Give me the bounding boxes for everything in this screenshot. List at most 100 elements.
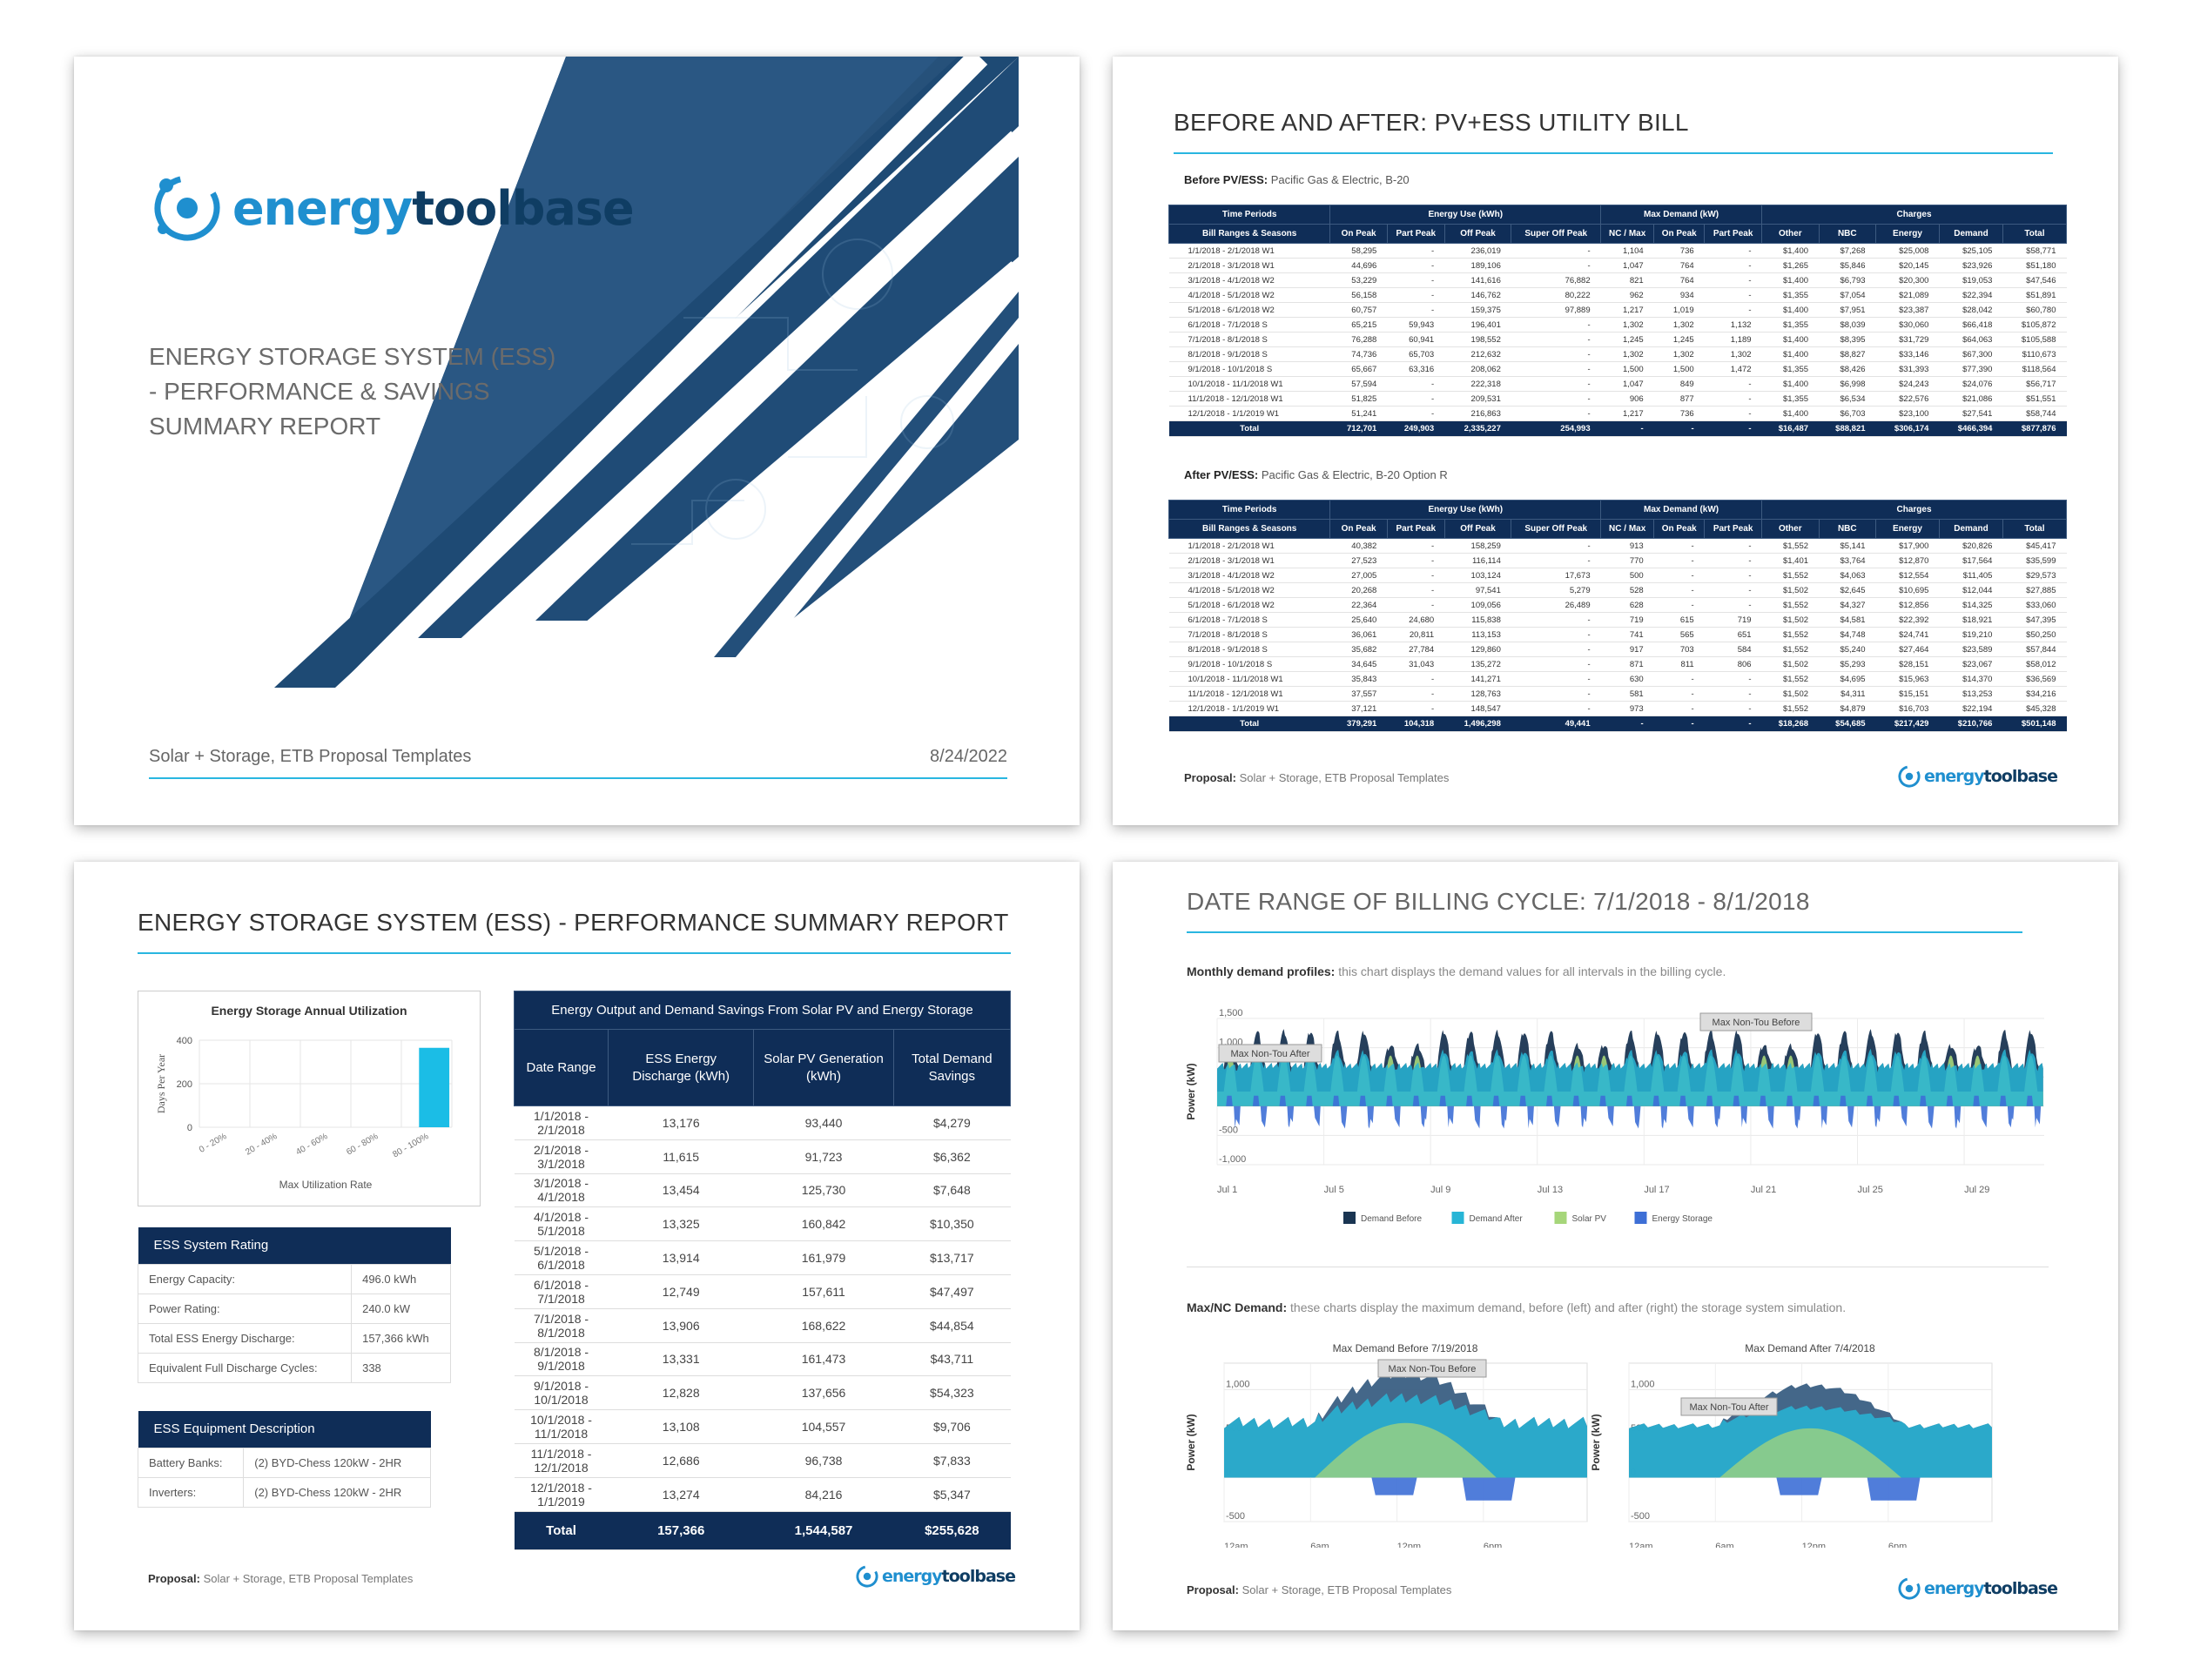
table-cell: $1,552 — [1761, 642, 1820, 657]
table-row: 2/1/2018 - 3/1/2018 W1 44,696-189,106-1,0… — [1168, 258, 2067, 273]
table-cell: $1,400 — [1761, 272, 1820, 288]
table-cell: - — [1387, 272, 1445, 288]
row-label: Energy Capacity: — [137, 1263, 353, 1294]
annotation-box — [1377, 1359, 1487, 1378]
page-title: BEFORE AND AFTER: PV+ESS UTILITY BILL — [1174, 109, 2053, 154]
table-cell: $57,844 — [2002, 642, 2067, 657]
table-cell: 26,489 — [1511, 597, 1601, 613]
y-tick-label: 1,500 — [1219, 1008, 1243, 1018]
table-cell: $1,502 — [1761, 582, 1820, 598]
table-cell: 7/1/2018 - 8/1/2018 — [514, 1308, 609, 1343]
cover-proposal-name: Solar + Storage, ETB Proposal Templates — [149, 747, 472, 766]
table-cell: $50,250 — [2002, 627, 2067, 642]
row-label: Equivalent Full Discharge Cycles: — [137, 1352, 353, 1383]
table-cell: $6,998 — [1819, 376, 1876, 392]
table-cell: 56,158 — [1329, 287, 1388, 303]
table-cell: 84,216 — [753, 1477, 894, 1512]
table-cell: $25,105 — [1939, 243, 2003, 259]
column-header: Total — [2002, 519, 2068, 539]
table-cell: 581 — [1600, 686, 1654, 702]
table-cell: 8/1/2018 - 9/1/2018 S — [1168, 346, 1330, 362]
table-cell: 906 — [1600, 391, 1654, 407]
table-cell: 37,121 — [1329, 701, 1388, 716]
total-cell: - — [1653, 716, 1705, 732]
group-header: Max Demand (kW) — [1600, 500, 1763, 520]
x-tick-label: 12pm — [1802, 1542, 1827, 1548]
table-cell: 141,616 — [1444, 272, 1511, 288]
table-cell: 12/1/2018 - 1/1/2019 W1 — [1168, 406, 1330, 421]
table-cell: 6/1/2018 - 7/1/2018 S — [1168, 612, 1330, 628]
total-cell: - — [1653, 420, 1705, 437]
table-cell: 6/1/2018 - 7/1/2018 — [514, 1274, 609, 1309]
table-cell: 80,222 — [1511, 287, 1601, 303]
table-cell: $1,355 — [1761, 391, 1820, 407]
table-cell: 1,217 — [1600, 406, 1654, 421]
group-header: Time Periods — [1168, 205, 1331, 225]
table-cell: $17,900 — [1875, 538, 1940, 554]
column-header: On Peak — [1653, 224, 1706, 244]
legend-swatch — [1554, 1212, 1567, 1224]
table-cell: 13,108 — [608, 1409, 754, 1444]
table-cell: 849 — [1653, 376, 1705, 392]
column-header: Total Demand Savings — [892, 1029, 1012, 1106]
table-cell: - — [1704, 302, 1762, 318]
table-cell: $33,060 — [2002, 597, 2067, 613]
table-cell: 9/1/2018 - 10/1/2018 S — [1168, 361, 1330, 377]
column-header: NBC — [1818, 224, 1877, 244]
y-axis-label: Days Per Year — [155, 1054, 167, 1113]
column-header: On Peak — [1329, 224, 1388, 244]
table-cell: $60,780 — [2002, 302, 2067, 318]
group-header: Energy Use (kWh) — [1329, 205, 1602, 225]
table-cell: - — [1704, 553, 1762, 568]
table-cell: $21,086 — [1939, 391, 2003, 407]
x-tick-label: Jul 29 — [1964, 1185, 1989, 1195]
table-cell: 96,738 — [753, 1443, 894, 1478]
x-tick-label: 60 - 80% — [345, 1132, 380, 1158]
table-cell: - — [1511, 656, 1601, 672]
table-cell: 57,594 — [1329, 376, 1388, 392]
table-cell: $12,856 — [1875, 597, 1940, 613]
total-row: Total 157,366 1,544,587 $255,628 — [514, 1511, 1011, 1550]
column-header: On Peak — [1329, 519, 1388, 539]
table-cell: $33,146 — [1875, 346, 1940, 362]
table-cell: 65,215 — [1329, 317, 1388, 333]
table-cell: 159,375 — [1444, 302, 1511, 318]
column-header: NC / Max — [1600, 519, 1655, 539]
table-cell: $22,394 — [1939, 287, 2003, 303]
column-header-row: Bill Ranges & Seasons On Peak Part Peak Off… — [1168, 519, 2068, 539]
table-row: 5/1/2018 - 6/1/2018 W2 22,364-109,056 26,4… — [1168, 597, 2067, 613]
table-cell: $5,347 — [893, 1477, 1011, 1512]
table-cell: 1,500 — [1653, 361, 1705, 377]
chart-annotation: Max Non-Tou Before — [1377, 1359, 1487, 1378]
table-cell: 65,703 — [1387, 346, 1445, 362]
total-cell: $466,394 — [1939, 420, 2003, 437]
table-cell: 76,882 — [1511, 272, 1601, 288]
table-cell: 161,979 — [753, 1240, 894, 1275]
table-cell: 10/1/2018 - 11/1/2018 W1 — [1168, 671, 1330, 687]
table-cell: $4,748 — [1819, 627, 1876, 642]
table-cell: $105,588 — [2002, 332, 2067, 347]
total-cell: $210,766 — [1939, 716, 2003, 732]
y-tick-label: 0 — [187, 1123, 192, 1133]
total-cell: Total — [1168, 716, 1330, 732]
table-cell: $7,054 — [1819, 287, 1876, 303]
table-cell: 59,943 — [1387, 317, 1445, 333]
column-header: Super Off Peak — [1511, 519, 1602, 539]
table-cell: - — [1387, 406, 1445, 421]
table-cell: 1,245 — [1600, 332, 1654, 347]
utilization-chart: Energy Storage Annual Utilization 400 200… — [138, 991, 481, 1206]
table-cell: $4,279 — [893, 1105, 1011, 1140]
column-header: ESS Energy Discharge (kWh) — [608, 1029, 755, 1106]
table-cell: 9/1/2018 - 10/1/2018 S — [1168, 656, 1330, 672]
table-cell: 3/1/2018 - 4/1/2018 W2 — [1168, 272, 1330, 288]
table-cell: $31,729 — [1875, 332, 1940, 347]
table-row: 4/1/2018 - 5/1/2018 13,325 160,842 $10,350 — [514, 1206, 1011, 1242]
right-chart-title: Max Demand After 7/4/2018 — [1745, 1342, 1875, 1354]
table-cell: $66,418 — [1939, 317, 2003, 333]
annotation-label: Max Non-Tou After — [1230, 1049, 1309, 1059]
table-cell: 13,914 — [608, 1240, 754, 1275]
table-cell: 1/1/2018 - 2/1/2018 — [514, 1105, 609, 1140]
table-cell: - — [1387, 582, 1445, 598]
table-cell: $19,210 — [1939, 627, 2003, 642]
table-cell: - — [1704, 686, 1762, 702]
